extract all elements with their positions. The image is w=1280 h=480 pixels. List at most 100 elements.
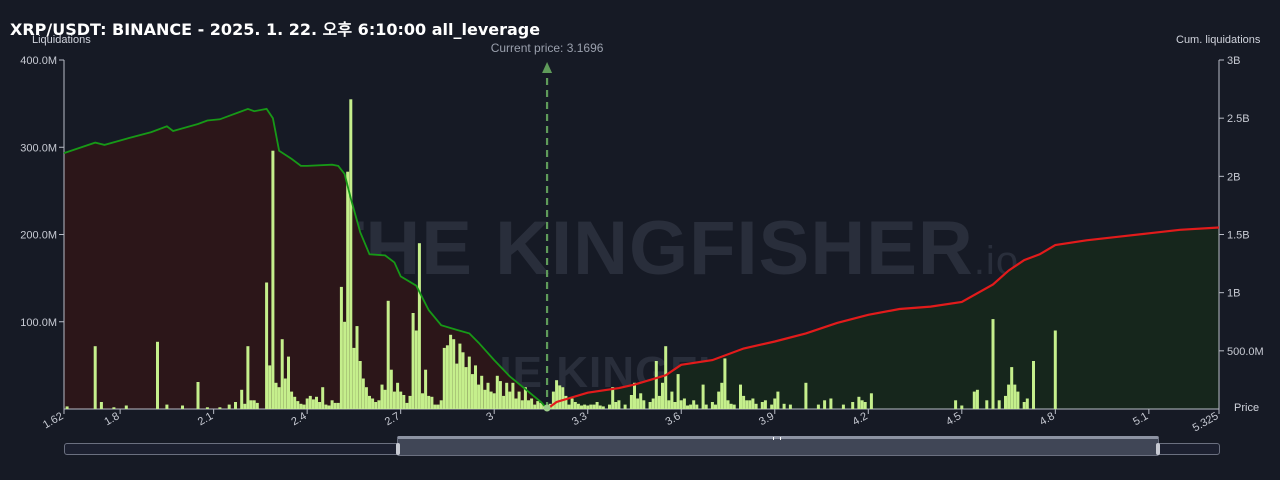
liquidation-bar [321,387,325,409]
liquidation-bar [112,407,116,409]
liquidation-bar [1053,330,1057,409]
x-tick-label: 2.4 [289,410,308,428]
liquidation-bar [274,382,278,409]
liquidation-bar [461,352,465,409]
liquidation-bar [156,341,159,409]
current-price-label: Current price: 3.1696 [491,41,604,55]
liquidation-bar [692,400,696,409]
liquidation-bar [748,400,752,409]
liquidation-bar [402,395,406,409]
liquidation-bar [679,400,683,409]
chart-title: XRP/USDT: BINANCE - 2025. 1. 22. 오후 6:10… [10,20,541,39]
x-tick-label: 1.62 [41,410,66,431]
liquidation-bar [869,393,873,409]
liquidation-bar [710,402,714,409]
liquidation-bar [311,399,315,409]
liquidation-bar [352,347,356,409]
liquidation-bar [343,321,347,410]
range-slider-right-handle[interactable] [1156,443,1160,455]
liquidation-bar [586,405,590,409]
liquidation-bar [65,406,69,409]
liquidation-bar [580,405,583,409]
liquidation-bar [555,380,559,409]
liquidation-bar [99,402,103,409]
current-price-dot [543,404,551,412]
liquidation-bar [290,391,294,409]
liquidation-bar [368,395,371,409]
liquidation-bar [739,384,742,409]
range-slider-left-handle[interactable] [396,443,400,455]
liquidation-bar [287,356,290,409]
liquidation-bar [399,391,403,409]
liquidation-bar [954,400,958,409]
y-tick-label: 200.0M [20,230,57,242]
liquidation-bar [676,374,680,409]
liquidation-bar [502,395,506,409]
liquidation-bar [458,343,462,409]
x-tick-label: 5.325 [1191,410,1221,434]
liquidation-bar [430,396,434,409]
liquidation-bar [1007,384,1011,409]
liquidation-bar [330,400,334,409]
liquidation-bar [349,99,353,410]
liquidation-bar [486,382,490,409]
liquidation-bar [495,375,499,409]
liquidation-bar [623,404,627,409]
liquidation-bar [686,405,689,409]
liquidation-bar [445,345,449,409]
range-slider-grip[interactable] [773,437,781,440]
liquidation-bar [508,391,512,409]
liquidation-bar [514,398,518,409]
liquidation-bar [421,393,424,409]
liquidation-bar [726,400,730,409]
y-tick-label: 100.0M [20,317,57,329]
x-tick-label: 3.9 [757,410,776,428]
liquidation-bar [533,404,537,409]
liquidation-bar [592,404,596,409]
x-axis-title: Price [1234,402,1260,414]
liquidation-bar [268,365,272,409]
liquidation-bar [240,389,244,409]
liquidation-bar [377,400,381,409]
liquidation-bar [539,402,543,409]
liquidation-bar [243,403,247,409]
liquidation-bar [374,402,378,409]
liquidation-bar [389,369,393,409]
liquidation-bar [271,150,275,409]
x-tick-label: 4.2 [851,410,870,428]
liquidation-bar [701,384,705,409]
liquidation-bar [452,339,456,409]
liquidation-bar [611,387,615,409]
liquidation-bar [863,402,867,409]
y-tick-label: 400.0M [20,55,57,67]
liquidation-bar [857,396,861,409]
liquidation-bar [433,404,437,409]
x-tick-label: 3.6 [663,410,682,428]
liquidation-bar [960,405,964,409]
liquidation-bar [296,401,300,409]
liquidation-bar [358,361,362,409]
liquidation-bar [682,398,686,409]
liquidation-bar [617,400,621,409]
liquidation-bar [336,402,340,409]
liquidation-bar [754,403,758,409]
liquidation-bar [327,405,331,409]
liquidation-bar [277,387,281,409]
liquidation-bar [442,347,446,409]
liquidation-bar [664,346,668,409]
liquidation-bar [729,403,733,409]
liquidation-bar [234,402,237,409]
liquidation-bar [511,382,515,409]
liquidation-bar [975,389,979,409]
liquidation-bar [181,405,184,409]
x-tick-label: 1.8 [102,410,121,428]
liquidation-bar [651,398,655,409]
liquidation-bar [227,404,231,409]
short-cum-line [546,226,1220,410]
liquidation-bar [782,403,786,409]
liquidation-bar [527,400,530,409]
liquidation-bar [299,403,303,409]
liquidation-bar [280,339,284,409]
liquidation-bar [449,334,453,409]
liquidation-bar [392,391,396,409]
